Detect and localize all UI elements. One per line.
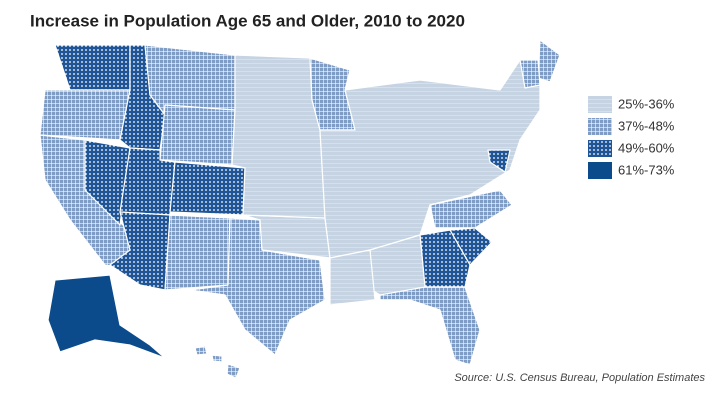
legend-swatch xyxy=(588,162,612,179)
state xyxy=(379,286,481,366)
state xyxy=(84,139,131,226)
state xyxy=(429,189,513,229)
legend-swatch xyxy=(588,118,612,135)
state xyxy=(537,39,561,83)
state xyxy=(47,274,166,359)
state xyxy=(169,161,246,216)
state xyxy=(54,44,131,91)
state xyxy=(329,249,376,306)
states xyxy=(39,39,561,379)
map-title: Increase in Population Age 65 and Older,… xyxy=(30,11,465,30)
legend-label: 61%-73% xyxy=(618,162,675,177)
state xyxy=(211,354,223,363)
state xyxy=(39,89,131,141)
legend-swatch xyxy=(588,140,612,157)
legend-label: 49%-60% xyxy=(618,140,675,155)
state xyxy=(159,104,236,166)
legend-label: 37%-48% xyxy=(618,118,675,133)
source-note: Source: U.S. Census Bureau, Population E… xyxy=(454,372,705,384)
state xyxy=(164,214,231,291)
state xyxy=(226,363,241,379)
state xyxy=(194,345,208,356)
state xyxy=(487,149,511,173)
state xyxy=(519,59,541,89)
legend-label: 25%-36% xyxy=(618,96,675,111)
legend: 25%-36% 37%-48% 49%-60% 61%-73% xyxy=(588,96,675,179)
state xyxy=(319,59,541,259)
legend-swatch xyxy=(588,96,612,113)
state xyxy=(144,44,236,116)
